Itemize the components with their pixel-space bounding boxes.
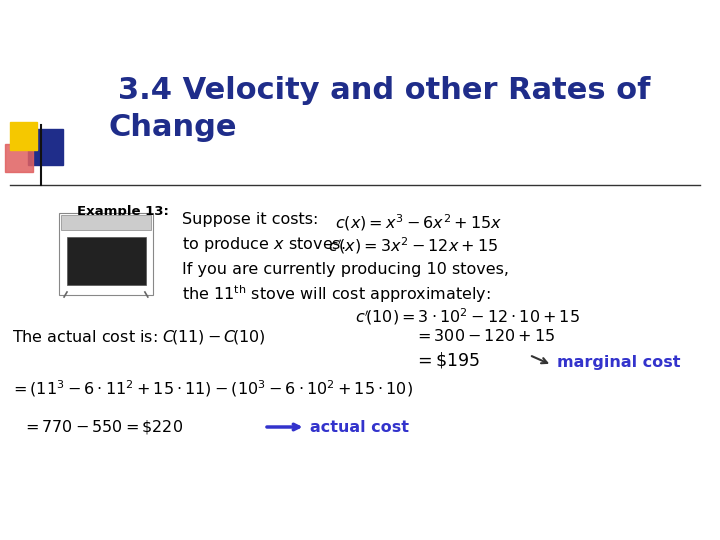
Text: Change: Change <box>108 113 237 142</box>
Text: If you are currently producing 10 stoves,: If you are currently producing 10 stoves… <box>182 262 509 277</box>
Text: actual cost: actual cost <box>310 420 410 435</box>
Text: $= 300 - 120 + 15$: $= 300 - 120 + 15$ <box>414 328 555 344</box>
Bar <box>61 215 150 230</box>
Text: $= \left(11^3 - 6 \cdot 11^2 + 15 \cdot 11\right) - \left(10^3 - 6 \cdot 10^2 + : $= \left(11^3 - 6 \cdot 11^2 + 15 \cdot … <box>10 378 413 399</box>
Bar <box>5 144 32 172</box>
Bar <box>67 237 146 285</box>
Text: 3.4 Velocity and other Rates of: 3.4 Velocity and other Rates of <box>118 76 651 105</box>
Text: the 11$^{\rm th}$ stove will cost approximately:: the 11$^{\rm th}$ stove will cost approx… <box>182 283 491 305</box>
Text: Suppose it costs:: Suppose it costs: <box>182 212 329 227</box>
Text: $c'\!\left(10\right)= 3 \cdot 10^2 - 12 \cdot 10 + 15$: $c'\!\left(10\right)= 3 \cdot 10^2 - 12 … <box>355 306 580 327</box>
Text: $c\left(x\right)= x^3 - 6x^2 + 15x$: $c\left(x\right)= x^3 - 6x^2 + 15x$ <box>335 212 503 233</box>
Text: The actual cost is: $C\!\left(11\right)-C\!\left(10\right)$: The actual cost is: $C\!\left(11\right)-… <box>12 328 266 346</box>
Text: $c'\!\left(x\right)= 3x^2 - 12x + 15$: $c'\!\left(x\right)= 3x^2 - 12x + 15$ <box>328 235 498 256</box>
Bar <box>59 213 153 295</box>
Bar <box>10 122 37 150</box>
Bar <box>27 129 63 165</box>
Text: to produce $x$ stoves.: to produce $x$ stoves. <box>182 235 346 254</box>
Text: $= \$195$: $= \$195$ <box>414 350 480 370</box>
Text: $= 770 - 550 = \$220$: $= 770 - 550 = \$220$ <box>22 418 183 436</box>
Text: Example 13:: Example 13: <box>77 205 168 218</box>
Text: marginal cost: marginal cost <box>557 354 680 369</box>
